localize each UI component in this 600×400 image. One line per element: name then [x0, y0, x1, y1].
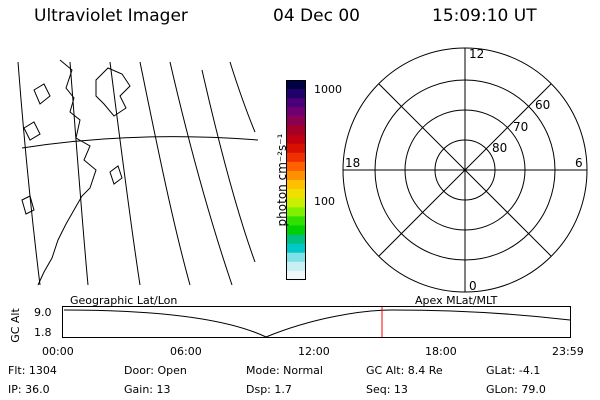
- status-dsp: Dsp: 1.7: [246, 383, 292, 396]
- colorbar-swatch: [286, 170, 306, 181]
- colorbar-swatch: [286, 216, 306, 226]
- colorbar-swatch: [286, 116, 306, 126]
- colorbar-swatch: [286, 243, 306, 254]
- observation-date: 04 Dec 00: [273, 6, 360, 26]
- colorbar-swatch: [286, 252, 306, 263]
- timeline-x-tick-1200: 12:00: [298, 345, 330, 358]
- colorbar-swatch: [286, 198, 306, 208]
- colorbar-swatch: [286, 152, 306, 163]
- timeline-y-axis-label: GC Alt: [8, 308, 22, 343]
- mlt-label-6: 6: [575, 156, 583, 170]
- status-glon: GLon: 79.0: [486, 383, 546, 396]
- timeline-x-tick-0000: 00:00: [42, 345, 74, 358]
- colorbar-swatch: [286, 125, 306, 136]
- mlat-label-60: 60: [535, 98, 551, 112]
- polar-mlat-mlt-plot: [342, 47, 588, 293]
- status-mode: Mode: Normal: [246, 364, 323, 377]
- status-glat: GLat: -4.1: [486, 364, 541, 377]
- mlt-label-0: 0: [469, 279, 477, 293]
- timeline-x-tick-0600: 06:00: [170, 345, 202, 358]
- timeline-x-tick-1800: 18:00: [425, 345, 457, 358]
- status-flt: Flt: 1304: [8, 364, 57, 377]
- colorbar-swatch: [286, 89, 306, 99]
- colorbar-unit-label: photon cm⁻²s⁻¹: [275, 133, 289, 227]
- status-ip: IP: 36.0: [8, 383, 50, 396]
- colorbar-swatch: [286, 261, 306, 272]
- observation-time: 15:09:10 UT: [432, 6, 537, 26]
- imager-title: Ultraviolet Imager: [34, 6, 188, 26]
- colorbar-swatch: [286, 234, 306, 245]
- colorbar-swatch: [286, 225, 306, 236]
- timeline-y-tick-low: 1.8: [34, 326, 52, 339]
- mlt-label-18: 18: [345, 156, 361, 170]
- colorbar-swatch: [286, 180, 306, 190]
- altitude-timeline: [62, 306, 571, 338]
- colorbar-swatch: [286, 270, 306, 281]
- colorbar-swatch: [286, 161, 306, 172]
- status-gc-alt: GC Alt: 8.4 Re: [366, 364, 443, 377]
- colorbar-frame: [286, 80, 306, 280]
- colorbar-swatch: [286, 134, 306, 145]
- mlt-label-12: 12: [469, 47, 485, 61]
- timeline-x-tick-2359: 23:59: [552, 345, 584, 358]
- timeline-right-label: Apex MLat/MLT: [415, 294, 498, 307]
- colorbar-swatch: [286, 107, 306, 117]
- mlat-label-70: 70: [513, 120, 529, 134]
- timeline-y-tick-high: 9.0: [34, 306, 52, 319]
- colorbar-tick-100: 100: [314, 195, 335, 208]
- status-gain: Gain: 13: [124, 383, 171, 396]
- colorbar-tick-1000: 1000: [314, 83, 342, 96]
- colorbar-swatch: [286, 207, 306, 217]
- timeline-left-label: Geographic Lat/Lon: [70, 294, 178, 307]
- colorbar-swatch: [286, 98, 306, 108]
- status-door: Door: Open: [124, 364, 187, 377]
- colorbar-swatch: [286, 143, 306, 154]
- intensity-colorbar: [286, 80, 306, 281]
- status-seq: Seq: 13: [366, 383, 408, 396]
- colorbar-swatch: [286, 80, 306, 90]
- mlat-label-80: 80: [492, 141, 508, 155]
- colorbar-swatch: [286, 189, 306, 199]
